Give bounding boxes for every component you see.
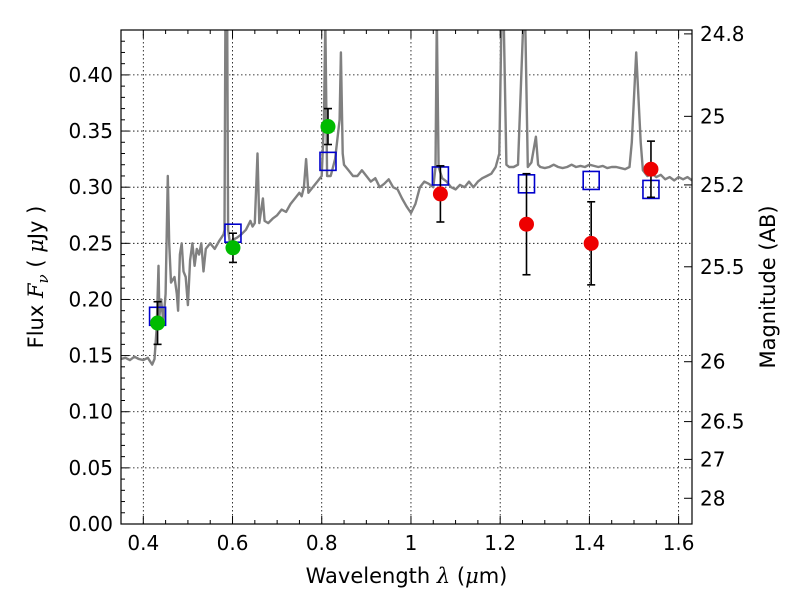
model-square-marker [582, 170, 600, 191]
x-tick-label: 1.6 [663, 531, 695, 555]
photometry-point [432, 186, 448, 202]
model-square-marker [319, 151, 337, 172]
y2-tick-label: 26 [700, 350, 725, 374]
photometry-point [518, 216, 534, 232]
photometry-point [583, 235, 599, 251]
y-tick-label: 0.30 [68, 175, 113, 199]
y-tick-label: 0.15 [68, 344, 113, 368]
y-tick-label: 0.40 [68, 63, 113, 87]
y-tick-label: 0.00 [68, 512, 113, 536]
x-tick-label: 0.6 [217, 531, 249, 555]
x-tick-label: 0.8 [306, 531, 338, 555]
y2-tick-label: 27 [700, 447, 725, 471]
photometry-point [225, 240, 241, 256]
y-axis-label: Flux Fν ( μJy ) [24, 206, 52, 349]
x-tick-label: 0.4 [127, 531, 159, 555]
y-tick-label: 0.25 [68, 231, 113, 255]
spectrum-line [121, 30, 692, 366]
y-tick-label: 0.35 [68, 119, 113, 143]
x-axis-label: Wavelength λ (μm) [306, 564, 508, 588]
x-tick-label: 1 [405, 531, 418, 555]
y2-tick-label: 24.8 [700, 22, 745, 46]
axis-ticks [120, 29, 692, 525]
plot-area [121, 30, 692, 366]
y2-tick-label: 25.2 [700, 173, 745, 197]
photometry-point [150, 315, 166, 331]
data-series [121, 30, 692, 366]
y-tick-label: 0.05 [68, 456, 113, 480]
axis-tick-labels: 0.4 0.6 0.8 1 1.2 1.4 1.6 0.00 0.05 0.10 0.15 0.20 0… [68, 22, 744, 555]
y2-tick-label: 26.5 [700, 410, 745, 434]
y-tick-label: 0.20 [68, 287, 113, 311]
y-tick-label: 0.10 [68, 400, 113, 424]
grid-lines [121, 30, 692, 525]
photometry-point [320, 119, 336, 135]
y2-tick-label: 25 [700, 104, 725, 128]
y2-tick-label: 25.5 [700, 255, 745, 279]
y2-tick-label: 28 [700, 486, 725, 510]
x-tick-label: 1.2 [484, 531, 516, 555]
x-tick-label: 1.4 [573, 531, 605, 555]
plot-frame [120, 29, 693, 525]
photometry-point [643, 161, 659, 177]
y2-axis-label: Magnitude (AB) [756, 205, 780, 368]
